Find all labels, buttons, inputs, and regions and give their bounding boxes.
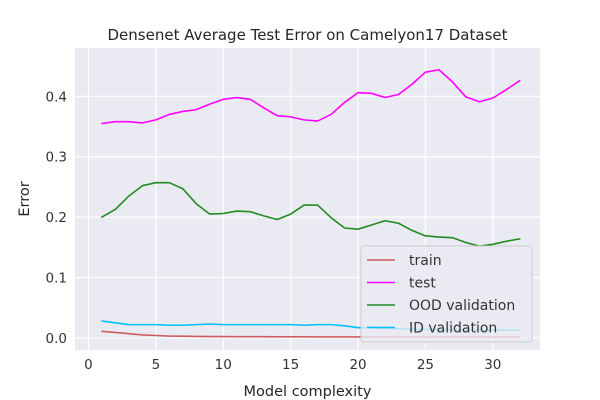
- chart-title: Densenet Average Test Error on Camelyon1…: [108, 26, 508, 44]
- legend-entry-label: OOD validation: [409, 298, 515, 314]
- x-tick-labels: 0 5 10 15 20 25 30: [84, 357, 501, 373]
- x-tick-label: 10: [215, 357, 232, 373]
- legend-entry-label: test: [409, 276, 436, 292]
- x-tick-label: 0: [84, 357, 93, 373]
- y-tick-label: 0.2: [46, 210, 67, 226]
- y-tick-label: 0.0: [46, 331, 67, 347]
- y-tick-label: 0.3: [46, 150, 67, 166]
- y-tick-label: 0.1: [46, 271, 67, 287]
- legend-box: [360, 245, 533, 343]
- legend-entry-label: ID validation: [409, 321, 497, 337]
- x-axis-label: Model complexity: [244, 384, 372, 400]
- series-line-ood-validation: [101, 181, 521, 247]
- x-tick-label: 30: [484, 357, 501, 373]
- y-tick-labels: 0.0 0.1 0.2 0.3 0.4: [46, 89, 67, 347]
- y-tick-label: 0.4: [46, 89, 67, 105]
- x-tick-label: 15: [282, 357, 299, 373]
- x-tick-label: 5: [152, 357, 161, 373]
- y-axis-label: Error: [17, 181, 33, 216]
- legend-entry-label: train: [409, 253, 442, 269]
- x-tick-label: 20: [349, 357, 366, 373]
- x-tick-label: 25: [417, 357, 434, 373]
- series-line-test: [101, 68, 521, 125]
- legend: train test OOD validation ID validation: [360, 245, 533, 343]
